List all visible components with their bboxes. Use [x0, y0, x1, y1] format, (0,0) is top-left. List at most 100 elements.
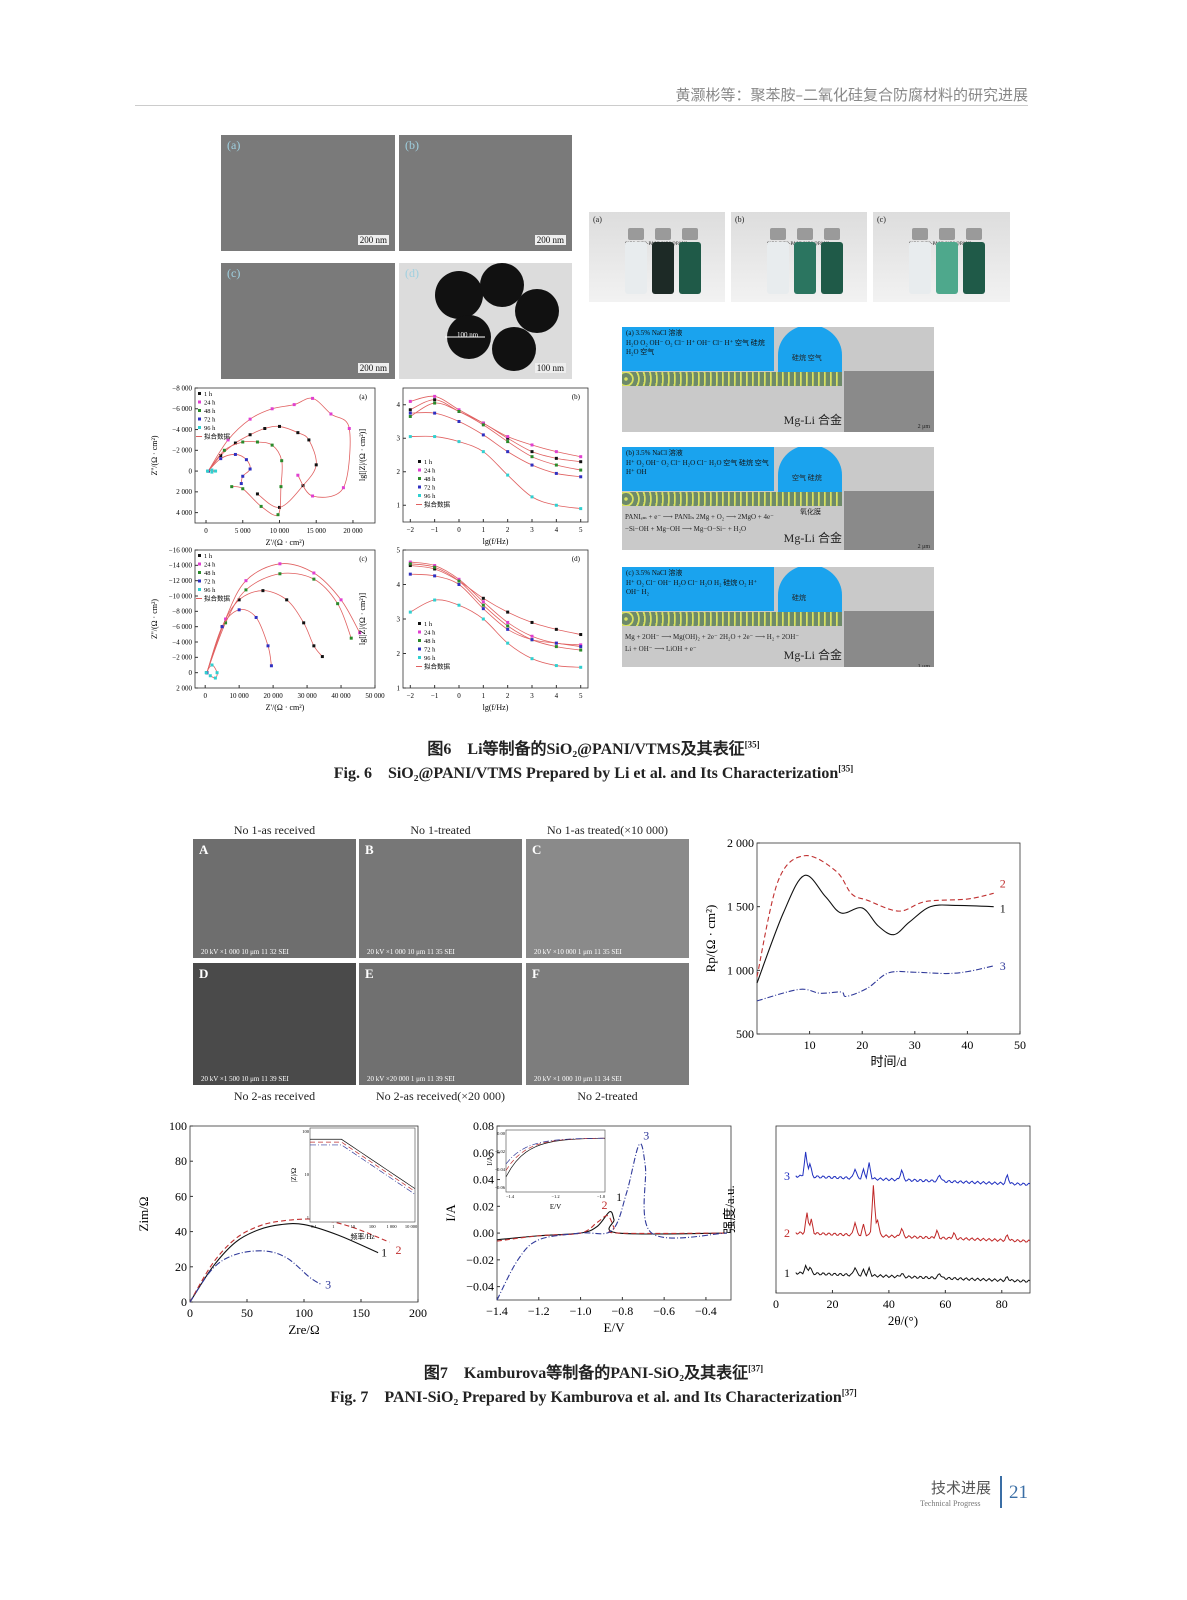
fit-curve-1 h	[206, 590, 323, 673]
series-line-2	[189, 1218, 390, 1303]
xrd-pattern-3	[795, 1151, 1031, 1186]
series-label: 3	[784, 1169, 790, 1183]
legend-entry: 拟合数据	[424, 500, 451, 509]
x-axis-label: Z'/(Ω · cm²)	[266, 703, 305, 712]
sem-column-label: No 2-treated	[577, 1089, 638, 1103]
data-point	[433, 411, 437, 415]
legend-marker	[198, 562, 201, 566]
y-axis-label: Z''/(Ω · cm²)	[150, 599, 159, 639]
sem-info: 20 kV ×20 000 1 μm 11 39 SEI	[367, 1075, 455, 1083]
tick-label: 50 000	[365, 692, 385, 700]
tick-label: 40	[961, 1038, 973, 1052]
data-point	[312, 577, 316, 581]
data-point	[266, 644, 270, 648]
data-point	[481, 607, 485, 611]
data-point	[530, 634, 534, 638]
sem-column-label: No 1-as treated(×10 000)	[546, 823, 669, 837]
data-point	[579, 633, 583, 637]
tick-label: 0.1	[311, 1224, 317, 1229]
scale-bar: 100 nm	[534, 363, 566, 373]
panel-label: (c)	[227, 266, 241, 280]
data-point	[226, 438, 230, 442]
data-point	[312, 644, 316, 648]
panel-label: A	[199, 842, 209, 857]
tick-label: −10 000	[169, 592, 193, 600]
data-point	[237, 598, 241, 602]
coating-layer	[622, 612, 842, 626]
data-point	[579, 468, 583, 472]
tick-label: 20 000	[263, 692, 283, 700]
droplet-labels: 空气 硅烷	[792, 474, 822, 482]
data-point	[506, 436, 510, 440]
data-point	[506, 610, 510, 614]
chart-fig7xrd: 0 20 40 60 80 2θ/(°) 强度/a.u. 3 2 1	[722, 1125, 1031, 1328]
caption-text: 图7 Kamburova等制备的PANI-SiO₂及其表征	[423, 1365, 749, 1382]
legend-entry: 拟合数据	[424, 662, 451, 671]
vial	[936, 228, 958, 294]
panel-label: E	[365, 966, 374, 981]
data-point	[579, 475, 583, 479]
data-point	[244, 579, 248, 583]
legend-marker	[198, 588, 201, 591]
data-point	[210, 468, 214, 472]
series-line-1	[756, 874, 994, 984]
tick-label: 150	[352, 1306, 370, 1320]
data-point	[433, 398, 437, 402]
legend-marker	[418, 494, 421, 497]
x-axis-label: Zre/Ω	[288, 1322, 319, 1337]
tick-label: −1	[431, 526, 439, 534]
tick-label: −0.04	[466, 1280, 494, 1294]
tick-label: 3	[397, 615, 401, 623]
schematic-label: (b) 3.5% NaCl 溶液	[626, 449, 683, 457]
data-point	[230, 485, 234, 489]
vial	[794, 228, 816, 294]
reference: [37]	[748, 1363, 764, 1374]
fig6-sem-b: (b) 200 nm	[399, 135, 572, 251]
tick-label: 20	[856, 1038, 868, 1052]
header-divider	[135, 105, 1028, 106]
reference: [37]	[841, 1387, 857, 1398]
legend-marker	[418, 485, 421, 489]
data-point	[506, 624, 510, 628]
tick-label: 1	[482, 526, 486, 534]
legend-entry: 48 h	[204, 570, 216, 577]
data-point	[259, 504, 263, 508]
data-point	[554, 664, 558, 668]
tick-label: 2 000	[727, 836, 754, 850]
legend-marker	[418, 630, 421, 634]
panel-label: (d)	[405, 266, 419, 280]
y-axis-label: Rp/(Ω · cm²)	[703, 905, 718, 973]
fit-curve-72 h	[206, 609, 272, 673]
data-point	[312, 571, 316, 575]
section-name: 技术进展	[931, 1479, 992, 1497]
inset-scale: 100 nm	[457, 331, 479, 339]
tick-label: 0.08	[473, 1119, 494, 1133]
tick-label: 2 000	[176, 488, 192, 496]
nacl-solution: (a) 3.5% NaCl 溶液 H₂O O₂ OH⁻ O₂ Cl⁻ H⁺ OH⁻…	[622, 327, 774, 371]
sem-column-label: No 1-treated	[410, 823, 471, 837]
tick-label: 60	[939, 1297, 951, 1311]
inset-series-line	[505, 1137, 606, 1171]
data-point	[408, 408, 412, 412]
plot-frame	[756, 842, 1021, 1035]
tick-label: −2	[407, 692, 415, 700]
y-axis-label: Zim/Ω	[136, 1197, 151, 1232]
data-point	[233, 441, 237, 445]
data-point	[457, 583, 461, 586]
legend-entry: 96 h	[204, 425, 216, 432]
tick-label: 0.04	[473, 1173, 494, 1187]
data-point	[241, 487, 245, 491]
legend-entry: 72 h	[424, 647, 436, 654]
fit-curve-72 h	[207, 454, 251, 484]
tick-label: 60	[175, 1189, 187, 1203]
legend-entry: 1 h	[204, 391, 213, 398]
data-point	[341, 486, 345, 490]
sem-column-label: No 2-as received	[233, 1089, 316, 1103]
fig7-sem-panel: C 20 kV ×10 000 1 μm 11 35 SEI	[526, 839, 689, 958]
reference: [35]	[744, 739, 760, 750]
panel-label: (a)	[593, 215, 602, 224]
schematic-label: (c) 3.5% NaCl 溶液	[626, 569, 683, 577]
reaction-equation: −Si−OH + Mg−OH ⟶ Mg−O−Si− + H₂O	[625, 525, 747, 533]
tick-label: −1	[431, 692, 439, 700]
data-point	[554, 450, 558, 454]
